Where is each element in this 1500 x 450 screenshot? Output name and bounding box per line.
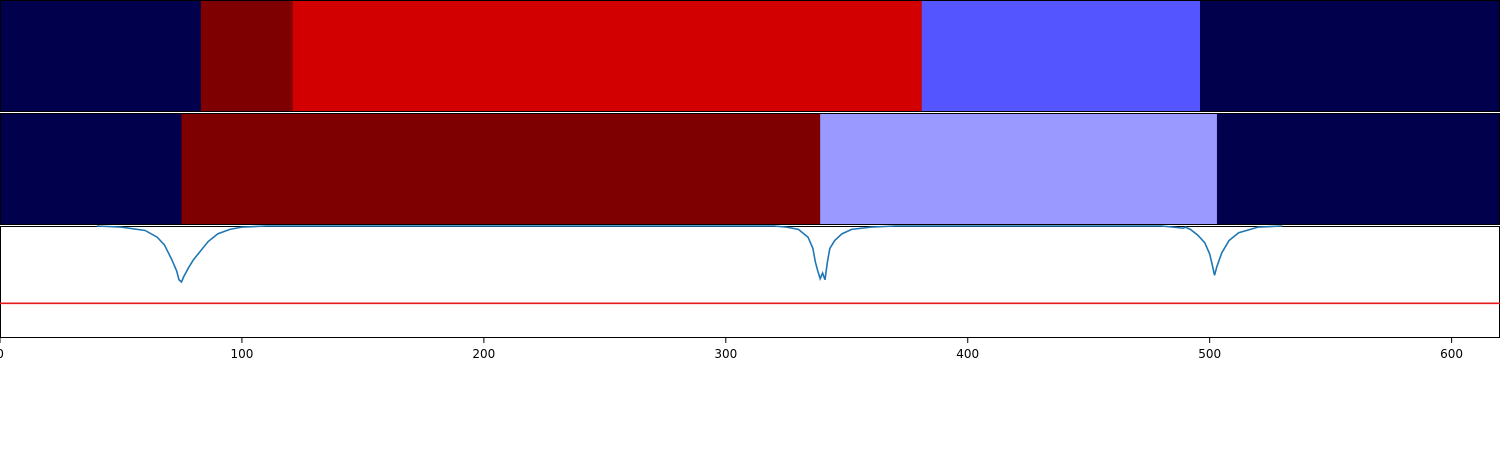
heatmap-strip-bottom [0, 113, 1500, 225]
line-plot-panel [0, 225, 1500, 338]
plot-area-frame [0, 226, 1500, 338]
x-tick-label: 400 [956, 347, 979, 361]
x-tick-label: 300 [714, 347, 737, 361]
heatmap-segment [292, 0, 923, 112]
heatmap-segment [1216, 113, 1500, 225]
heatmap-segment [921, 0, 1201, 112]
heatmap-segment [0, 0, 202, 112]
heatmap-segment [820, 113, 1218, 225]
heatmap-strip-top [0, 0, 1500, 112]
x-tick-label: 100 [230, 347, 253, 361]
heatmap-segment [1200, 0, 1500, 112]
x-tick-label: 500 [1198, 347, 1221, 361]
x-axis: 0 100 200 300 400 500 600 [0, 338, 1463, 361]
heatmap-segment [200, 0, 294, 112]
heatmap-segment [0, 113, 182, 225]
x-tick-label: 0 [0, 347, 4, 361]
x-tick-label: 600 [1440, 347, 1463, 361]
x-tick-label: 200 [472, 347, 495, 361]
heatmap-segment [181, 113, 821, 225]
signal-line [96, 225, 1283, 284]
